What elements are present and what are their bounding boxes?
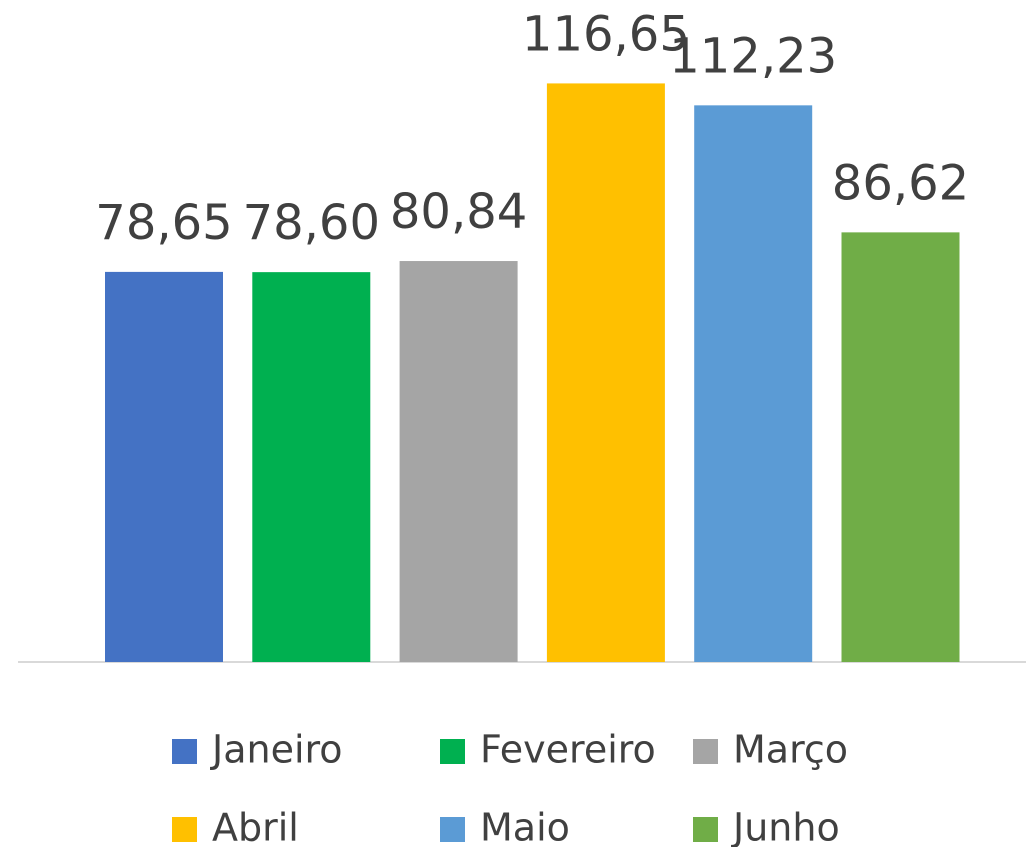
legend-label: Fevereiro xyxy=(480,728,656,772)
legend-swatch xyxy=(440,739,465,764)
legend-label: Abril xyxy=(212,806,299,847)
legend-label: Março xyxy=(733,728,848,772)
legend-label: Janeiro xyxy=(210,728,343,772)
legend-swatch xyxy=(172,739,197,764)
bar xyxy=(252,272,371,662)
bar xyxy=(841,232,960,662)
legend-swatch xyxy=(693,817,718,842)
bar xyxy=(694,105,813,662)
data-label: 112,23 xyxy=(669,28,837,84)
legend-swatch xyxy=(172,817,197,842)
legend-label: Maio xyxy=(480,806,570,847)
data-label: 78,60 xyxy=(243,195,380,251)
bar xyxy=(105,271,223,662)
bar xyxy=(399,261,518,662)
data-label: 86,62 xyxy=(832,155,969,211)
bar xyxy=(546,83,665,662)
data-label: 116,65 xyxy=(522,6,690,62)
legend-swatch xyxy=(440,817,465,842)
data-label: 78,65 xyxy=(95,195,232,251)
legend-swatch xyxy=(693,739,718,764)
data-label: 80,84 xyxy=(390,184,527,240)
legend-label: Junho xyxy=(731,806,840,847)
